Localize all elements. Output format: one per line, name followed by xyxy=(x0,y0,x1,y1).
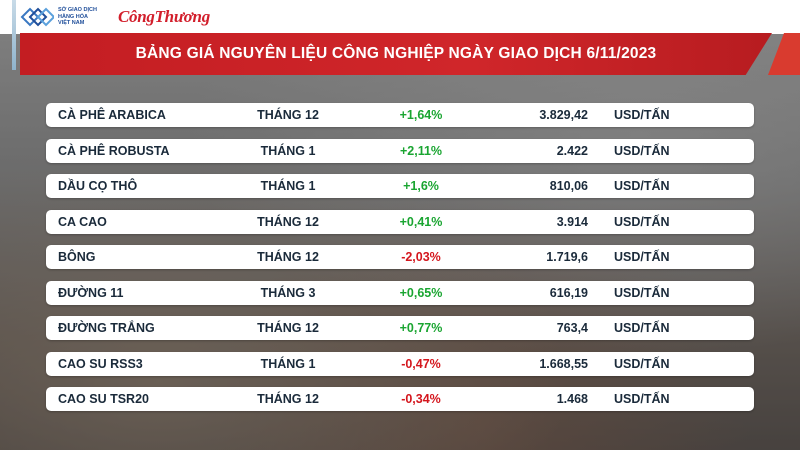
header-bar: SỞ GIAO DỊCH HÀNG HÓA VIỆT NAM CôngThươn… xyxy=(0,0,800,34)
price-change: -0,34% xyxy=(401,392,441,406)
price-unit: USD/TẤN xyxy=(614,108,670,122)
table-row: CAO SU RSS3 THÁNG 1 -0,47% 1.668,55 USD/TẤN xyxy=(46,351,754,376)
price-unit: USD/TẤN xyxy=(614,250,670,264)
exchange-logo-icon xyxy=(20,7,54,27)
commodity-name: CÀ PHÊ ROBUSTA xyxy=(58,143,170,158)
contract-month: THÁNG 12 xyxy=(257,108,319,122)
price-change: +1,6% xyxy=(403,179,439,193)
decorative-divider xyxy=(12,0,16,70)
logo-text: SỞ GIAO DỊCH HÀNG HÓA VIỆT NAM xyxy=(58,7,114,27)
price-value: 616,19 xyxy=(549,285,588,300)
logo-group: SỞ GIAO DỊCH HÀNG HÓA VIỆT NAM CôngThươn… xyxy=(20,4,210,30)
price-value: 1.468 xyxy=(556,392,588,406)
contract-month: THÁNG 12 xyxy=(257,250,319,264)
price-unit: USD/TẤN xyxy=(614,179,670,193)
logo-line: VIỆT NAM xyxy=(58,20,85,27)
price-change: +0,41% xyxy=(399,214,443,229)
commodity-name: CÀ PHÊ ARABICA xyxy=(58,108,166,122)
price-table: CÀ PHÊ ARABICA THÁNG 12 +1,64% 3.829,42 USD/… xyxy=(46,103,754,423)
price-unit: USD/TẤN xyxy=(614,143,670,158)
contract-month: THÁNG 12 xyxy=(257,392,319,406)
price-change: +0,77% xyxy=(399,321,443,335)
price-value: 3.914 xyxy=(556,214,588,229)
page-title: BẢNG GIÁ NGUYÊN LIỆU CÔNG NGHIỆP NGÀY GI… xyxy=(135,45,657,62)
title-banner xyxy=(20,33,772,75)
logo-line: SỞ GIAO DỊCH xyxy=(58,7,97,14)
price-change: -0,47% xyxy=(401,356,441,371)
contract-month: THÁNG 12 xyxy=(257,321,319,335)
commodity-name: BÔNG xyxy=(58,250,96,264)
contract-month: THÁNG 1 xyxy=(260,179,316,193)
table-row: CA CAO THÁNG 12 +0,41% 3.914 USD/TẤN xyxy=(46,209,754,234)
table-row: CÀ PHÊ ROBUSTA THÁNG 1 +2,11% 2.422 USD/TẤN xyxy=(46,138,754,163)
commodity-name: CAO SU RSS3 xyxy=(58,356,143,371)
logo-line: HÀNG HÓA xyxy=(58,13,88,20)
table-row: BÔNG THÁNG 12 -2,03% 1.719,6 USD/TẤN xyxy=(46,245,754,269)
commodity-name: CAO SU TSR20 xyxy=(58,392,149,406)
price-change: +1,64% xyxy=(399,108,443,122)
commodity-name: DẦU CỌ THÔ xyxy=(58,179,138,193)
price-unit: USD/TẤN xyxy=(614,321,670,335)
table-row: CÀ PHÊ ARABICA THÁNG 12 +1,64% 3.829,42 USD/… xyxy=(46,103,754,127)
price-value: 810,06 xyxy=(549,179,588,193)
table-row: DẦU CỌ THÔ THÁNG 1 +1,6% 810,06 USD/TẤN xyxy=(46,174,754,198)
price-value: 3.829,42 xyxy=(539,108,588,122)
price-value: 2.422 xyxy=(556,143,588,158)
commodity-name: ĐƯỜNG TRẮNG xyxy=(58,321,155,335)
price-value: 1.719,6 xyxy=(546,250,588,264)
price-change: +0,65% xyxy=(399,285,443,300)
price-unit: USD/TẤN xyxy=(614,214,670,229)
price-unit: USD/TẤN xyxy=(614,285,670,300)
contract-month: THÁNG 12 xyxy=(257,214,319,229)
price-unit: USD/TẤN xyxy=(614,356,670,371)
contract-month: THÁNG 1 xyxy=(260,356,316,371)
commodity-name: ĐƯỜNG 11 xyxy=(58,285,124,300)
contract-month: THÁNG 1 xyxy=(260,143,316,158)
table-row: ĐƯỜNG 11 THÁNG 3 +0,65% 616,19 USD/TẤN xyxy=(46,280,754,305)
commodity-name: CA CAO xyxy=(58,214,107,229)
price-change: +2,11% xyxy=(399,143,443,158)
price-unit: USD/TẤN xyxy=(614,392,670,406)
contract-month: THÁNG 3 xyxy=(260,285,316,300)
price-change: -2,03% xyxy=(401,250,441,264)
table-row: ĐƯỜNG TRẮNG THÁNG 12 +0,77% 763,4 USD/TẤN xyxy=(46,316,754,340)
brand-logo: CôngThương xyxy=(118,7,210,26)
table-row: CAO SU TSR20 THÁNG 12 -0,34% 1.468 USD/TẤN xyxy=(46,387,754,411)
price-value: 763,4 xyxy=(556,321,588,335)
price-value: 1.668,55 xyxy=(539,356,588,371)
